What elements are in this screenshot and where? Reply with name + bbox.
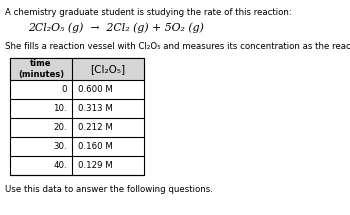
Text: 20.: 20. (53, 123, 67, 132)
Text: 0.160 M: 0.160 M (78, 142, 113, 151)
Text: 0.212 M: 0.212 M (78, 123, 113, 132)
Text: 0.129 M: 0.129 M (78, 161, 113, 170)
Text: 40.: 40. (53, 161, 67, 170)
Text: 10.: 10. (53, 104, 67, 113)
Bar (10, 58, 144, 80)
Text: 0.313 M: 0.313 M (78, 104, 113, 113)
Bar (10, 58, 144, 175)
Text: A chemistry graduate student is studying the rate of this reaction:: A chemistry graduate student is studying… (5, 8, 292, 17)
Text: 30.: 30. (53, 142, 67, 151)
Text: [Cl₂O₅]: [Cl₂O₅] (90, 64, 126, 74)
Text: 2Cl₂O₅ (g)  →  2Cl₂ (g) + 5O₂ (g): 2Cl₂O₅ (g) → 2Cl₂ (g) + 5O₂ (g) (28, 22, 204, 32)
Text: 0.600 M: 0.600 M (78, 85, 113, 94)
Text: She fills a reaction vessel with Cl₂O₅ and measures its concentration as the rea: She fills a reaction vessel with Cl₂O₅ a… (5, 42, 350, 51)
Text: 0: 0 (62, 85, 67, 94)
Text: time
(minutes): time (minutes) (18, 59, 64, 79)
Bar (10, 58, 144, 80)
Text: Use this data to answer the following questions.: Use this data to answer the following qu… (5, 185, 213, 194)
